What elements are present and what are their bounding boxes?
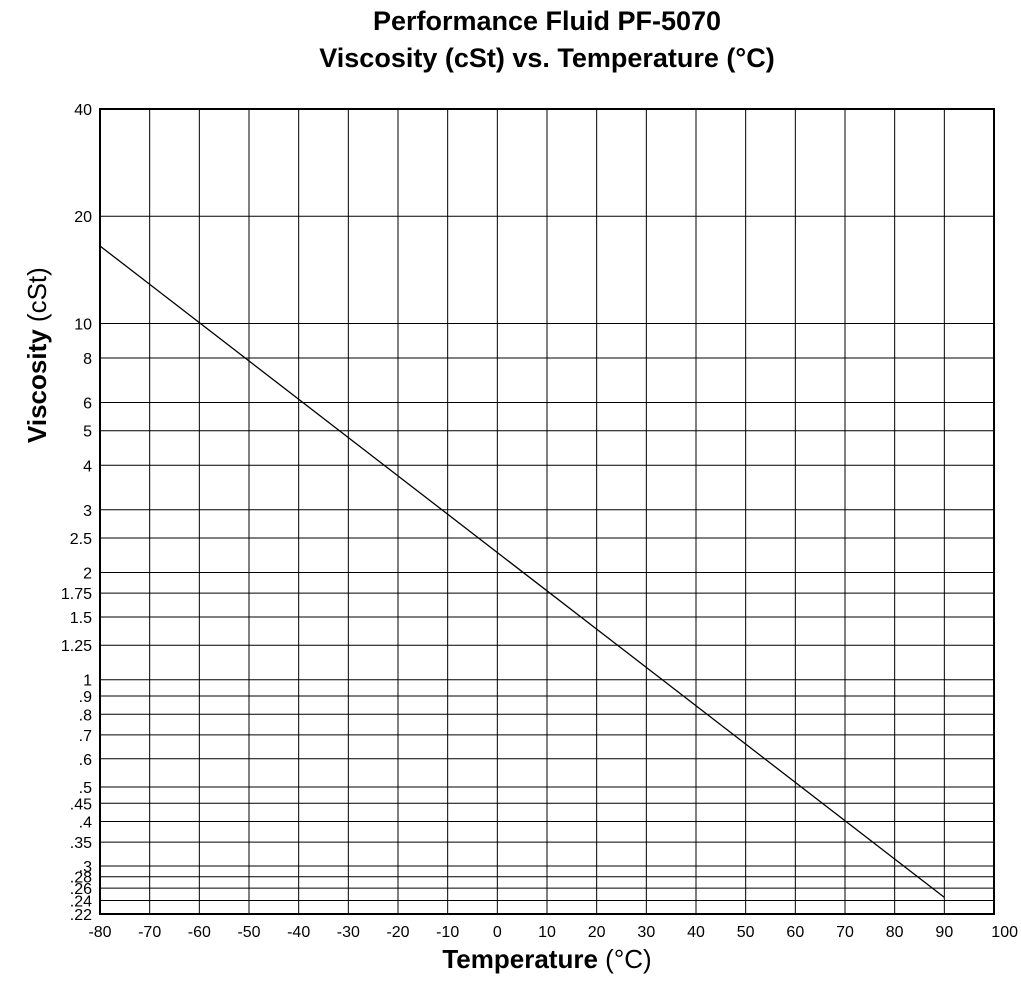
- x-tick-label: -10: [436, 924, 459, 941]
- chart-title-line-2: Viscosity (cSt) vs. Temperature (°C): [319, 43, 775, 73]
- x-tick-label: -50: [237, 924, 260, 941]
- y-tick-label: 20: [74, 209, 92, 226]
- y-tick-label: 1: [83, 673, 92, 690]
- series-layer: [99, 245, 945, 898]
- y-tick-label: .28: [70, 870, 92, 887]
- y-tick-label: 5: [83, 424, 92, 441]
- x-tick-label: 10: [538, 924, 556, 941]
- y-tick-label: 8: [83, 351, 92, 368]
- y-tick-label: .45: [70, 796, 92, 813]
- x-tick-label: 70: [836, 924, 854, 941]
- y-tick-label: 1.5: [70, 610, 92, 627]
- x-tick-label: -60: [188, 924, 211, 941]
- x-tick-label: 60: [786, 924, 804, 941]
- x-tick-label: 80: [886, 924, 904, 941]
- x-tick-label: -80: [88, 924, 111, 941]
- x-tick-label: -70: [138, 924, 161, 941]
- y-tick-label: .6: [79, 752, 92, 769]
- y-tick-label: 1.75: [61, 586, 92, 603]
- y-tick-label: 2.5: [70, 531, 92, 548]
- x-axis-label-main: Temperature: [442, 944, 598, 974]
- x-tick-label: -40: [287, 924, 310, 941]
- x-tick-label: 50: [737, 924, 755, 941]
- grid-lines: [99, 108, 995, 915]
- y-tick-label: 40: [74, 102, 92, 119]
- y-axis-label-unit: (cSt): [22, 267, 52, 323]
- y-tick-label: .7: [79, 728, 92, 745]
- plot-frame: [99, 108, 995, 915]
- y-axis-label: Viscosity (cSt): [22, 267, 53, 443]
- y-tick-label: .9: [79, 689, 92, 706]
- x-tick-label: -30: [337, 924, 360, 941]
- x-axis-label-unit: (°C): [605, 944, 652, 974]
- x-tick-label: 90: [935, 924, 953, 941]
- viscosity-line: [99, 245, 945, 898]
- y-tick-label: .3: [79, 859, 92, 876]
- y-tick-label: .24: [70, 894, 92, 911]
- y-tick-label: 2: [83, 565, 92, 582]
- x-tick-labels: -80 -70 -60 -50 -40 -30 -20 -10 0 10 20 30 40 50 60 70 8…: [88, 924, 1018, 941]
- x-tick-label: 40: [687, 924, 705, 941]
- y-tick-label: .4: [79, 815, 92, 832]
- chart-title-line-1: Performance Fluid PF-5070: [372, 6, 722, 36]
- y-tick-label: .26: [70, 881, 92, 898]
- x-tick-label: 100: [991, 924, 1018, 941]
- x-tick-label: 30: [637, 924, 655, 941]
- y-tick-label: .5: [79, 780, 92, 797]
- y-tick-labels: 40 20 10 8 6 5 4 3 2.5 2 1.75 1.5 1.25 1.9.8 .7 .6 .5.45…: [61, 102, 92, 924]
- x-tick-label: 20: [588, 924, 606, 941]
- x-tick-label: -20: [386, 924, 409, 941]
- x-axis-label: Temperature (°C): [100, 944, 994, 975]
- y-tick-label: .22: [70, 907, 92, 924]
- y-tick-label: 6: [83, 396, 92, 413]
- y-tick-label: 3: [83, 503, 92, 520]
- y-tick-label: 10: [74, 316, 92, 333]
- y-tick-label: .8: [79, 707, 92, 724]
- y-tick-label: 1.25: [61, 638, 92, 655]
- x-tick-label: 0: [493, 924, 502, 941]
- y-tick-label: 4: [83, 458, 92, 475]
- y-axis-label-main: Viscosity: [22, 329, 52, 443]
- y-tick-label: .35: [70, 835, 92, 852]
